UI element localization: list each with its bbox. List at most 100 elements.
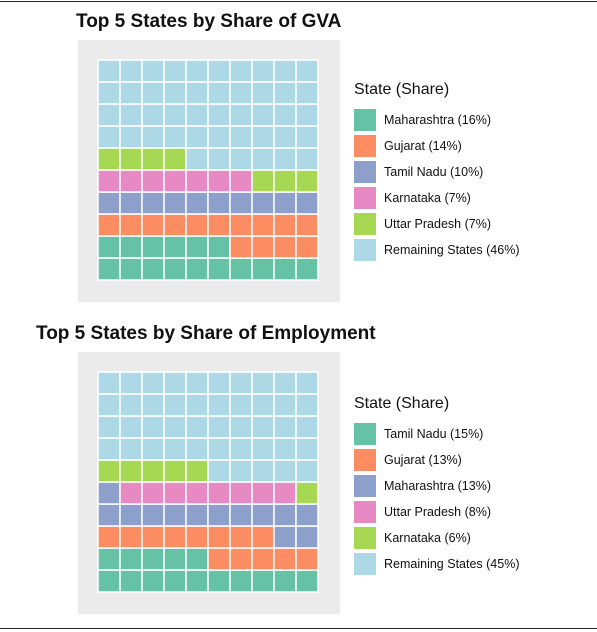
waffle-cell [119, 191, 143, 215]
legend-item: Uttar Pradesh (7%) [354, 211, 519, 237]
waffle-cell [185, 525, 209, 549]
legend-item: Remaining States (45%) [354, 551, 519, 577]
waffle-cell [185, 503, 209, 527]
waffle-cell [251, 81, 275, 105]
waffle-cell [97, 415, 121, 439]
waffle-cell [229, 415, 253, 439]
waffle-cell [295, 103, 319, 127]
waffle-cell [229, 257, 253, 281]
waffle-cell [97, 59, 121, 83]
waffle-cell [97, 125, 121, 149]
waffle-cell [163, 81, 187, 105]
waffle-cell [97, 147, 121, 171]
legend-label: Uttar Pradesh (7%) [384, 217, 491, 231]
waffle-cell [141, 569, 165, 593]
waffle-cell [295, 235, 319, 259]
waffle-cell [229, 59, 253, 83]
waffle-cell [97, 481, 121, 505]
waffle-cell [229, 393, 253, 417]
waffle-cell [185, 481, 209, 505]
waffle-cell [207, 169, 231, 193]
waffle-cell [185, 459, 209, 483]
legend-label: Gujarat (14%) [384, 139, 462, 153]
waffle-cell [185, 191, 209, 215]
waffle-cell [207, 547, 231, 571]
waffle-cell [119, 415, 143, 439]
waffle-cell [295, 81, 319, 105]
waffle-cell [273, 213, 297, 237]
waffle-cell [185, 257, 209, 281]
waffle-cell [229, 503, 253, 527]
waffle-cell [119, 81, 143, 105]
waffle-cell [273, 59, 297, 83]
waffle-cell [97, 235, 121, 259]
waffle-cell [251, 235, 275, 259]
chart-legend: State (Share) Tamil Nadu (15%) Gujarat (1… [354, 395, 519, 577]
legend-item: Maharashtra (13%) [354, 473, 519, 499]
waffle-cell [141, 103, 165, 127]
chart-panel-gva: Top 5 States by Share of GVA State (Shar… [0, 0, 597, 315]
waffle-cell [141, 437, 165, 461]
waffle-cell [97, 103, 121, 127]
legend-item: Karnataka (6%) [354, 525, 519, 551]
legend-swatch [354, 553, 376, 575]
waffle-cell [163, 191, 187, 215]
legend-title: State (Share) [354, 81, 450, 98]
waffle-cell [207, 81, 231, 105]
waffle-cell [273, 169, 297, 193]
legend-label: Remaining States (46%) [384, 243, 520, 257]
legend-items: Tamil Nadu (15%) Gujarat (13%) Maharashtra… [354, 421, 519, 577]
waffle-cell [141, 415, 165, 439]
chart-legend: State (Share) Maharashtra (16%) Gujarat (… [354, 81, 519, 263]
waffle-cell [251, 481, 275, 505]
waffle-cell [163, 481, 187, 505]
waffle-cell [185, 103, 209, 127]
waffle-cell [229, 371, 253, 395]
waffle-cell [141, 481, 165, 505]
waffle-cell [119, 213, 143, 237]
waffle-cell [119, 525, 143, 549]
waffle-cell [163, 437, 187, 461]
legend-swatch [354, 449, 376, 471]
waffle-cell [141, 59, 165, 83]
waffle-cell [119, 547, 143, 571]
waffle-cell [273, 503, 297, 527]
waffle-cell [207, 569, 231, 593]
waffle-cell [119, 503, 143, 527]
legend-label: Maharashtra (13%) [384, 479, 491, 493]
top-border [0, 1, 597, 2]
legend-item: Uttar Pradesh (8%) [354, 499, 519, 525]
waffle-cell [229, 547, 253, 571]
waffle-cell [141, 525, 165, 549]
waffle-cell [273, 525, 297, 549]
waffle-cell [97, 547, 121, 571]
waffle-cell [119, 125, 143, 149]
legend-item: Tamil Nadu (10%) [354, 159, 519, 185]
waffle-cell [207, 191, 231, 215]
waffle-cell [163, 569, 187, 593]
waffle-cell [295, 125, 319, 149]
waffle-cell [163, 525, 187, 549]
waffle-cell [251, 169, 275, 193]
waffle-cell [207, 235, 231, 259]
waffle-cell [273, 125, 297, 149]
waffle-cell [119, 371, 143, 395]
waffle-cell [97, 569, 121, 593]
chart-panel-employment: Top 5 States by Share of Employment Stat… [0, 315, 597, 628]
legend-item: Maharashtra (16%) [354, 107, 519, 133]
waffle-cell [295, 437, 319, 461]
waffle-cell [295, 393, 319, 417]
bottom-border [0, 628, 597, 629]
waffle-cell [273, 191, 297, 215]
waffle-cell [185, 81, 209, 105]
waffle-cell [273, 437, 297, 461]
waffle-cell [185, 415, 209, 439]
waffle-cell [141, 371, 165, 395]
waffle-chart-gva [78, 40, 340, 302]
legend-label: Uttar Pradesh (8%) [384, 505, 491, 519]
waffle-cell [119, 569, 143, 593]
chart-title: Top 5 States by Share of GVA [76, 11, 342, 32]
waffle-cell [251, 371, 275, 395]
waffle-cell [207, 213, 231, 237]
waffle-cell [97, 81, 121, 105]
